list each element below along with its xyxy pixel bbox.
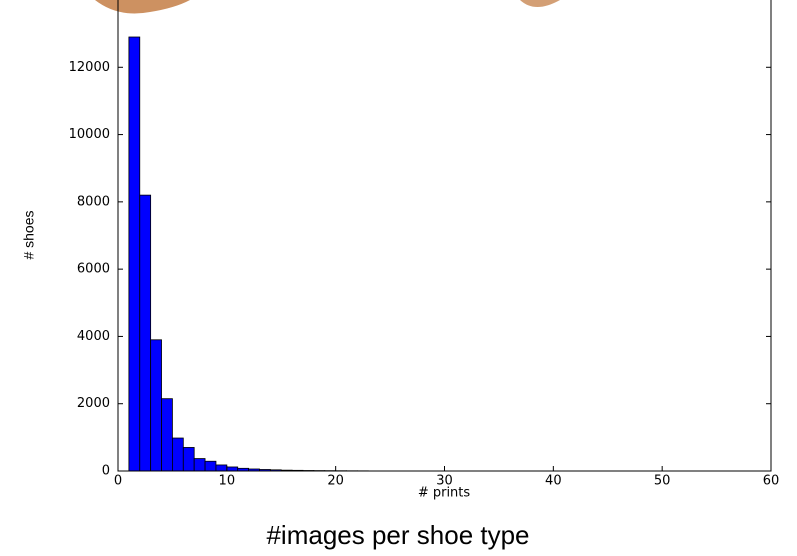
x-tick-label: 20 <box>327 474 344 489</box>
bar <box>216 465 227 471</box>
bar <box>227 467 238 471</box>
y-tick-label: 10000 <box>69 127 110 142</box>
x-tick-label: 0 <box>114 474 122 489</box>
x-tick-label: 60 <box>763 474 780 489</box>
x-tick-label: 40 <box>545 474 562 489</box>
bar <box>172 438 183 471</box>
bar <box>129 37 140 471</box>
caption: #images per shoe type <box>266 520 529 550</box>
y-axis-label: # shoes <box>21 210 37 259</box>
bar <box>140 195 151 471</box>
y-tick-label: 0 <box>102 464 110 479</box>
photo-fragment <box>95 0 190 14</box>
bar <box>162 399 173 471</box>
x-tick-label: 50 <box>654 474 671 489</box>
y-tick-label: 12000 <box>69 60 110 75</box>
bar <box>205 461 216 471</box>
y-tick-label: 4000 <box>77 329 110 344</box>
y-tick-label: 6000 <box>77 262 110 277</box>
photo-fragment <box>520 0 560 7</box>
y-tick-label: 2000 <box>77 396 110 411</box>
x-tick-label: 30 <box>436 474 453 489</box>
x-tick-label: 10 <box>219 474 236 489</box>
chart: # prints # shoes #images per shoe type 0… <box>0 0 797 556</box>
y-tick-label: 8000 <box>77 194 110 209</box>
bar <box>194 459 205 471</box>
bar <box>183 447 194 471</box>
axes-frame <box>118 0 771 471</box>
bar <box>151 340 162 471</box>
